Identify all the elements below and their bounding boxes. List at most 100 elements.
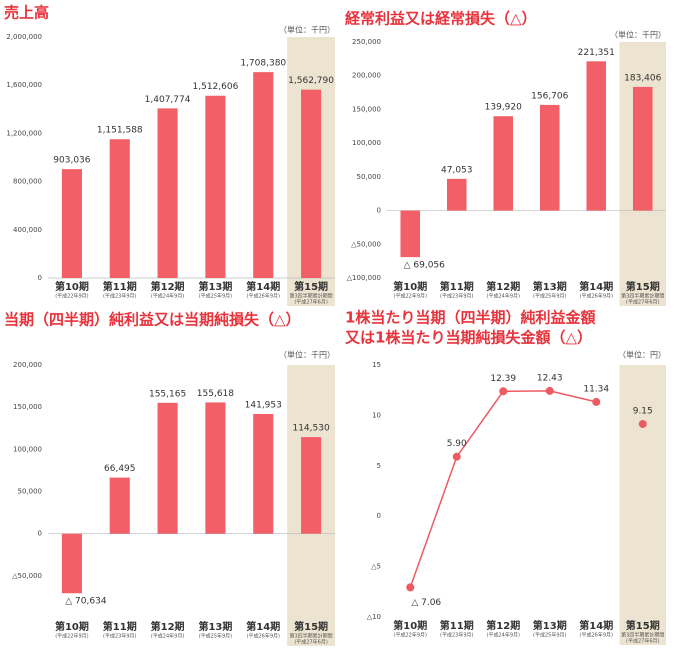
- data-label: 9.15: [633, 406, 653, 416]
- data-label: 141,953: [245, 400, 282, 410]
- x-tick-note: (平成24年9月): [487, 632, 520, 639]
- x-tick-note: (平成26年9月): [580, 293, 613, 300]
- data-label: 1,708,380: [240, 59, 286, 69]
- x-tick-label: 第14期: [246, 280, 280, 293]
- y-tick-label: 150,000: [13, 403, 42, 411]
- bar: [301, 437, 322, 534]
- y-tick-label: 200,000: [13, 361, 42, 369]
- data-label: 155,165: [149, 389, 186, 399]
- y-tick-label: △100,000: [347, 274, 381, 282]
- data-label: 11.34: [583, 384, 609, 394]
- data-label: 156,706: [531, 91, 568, 101]
- data-label: 1,512,606: [193, 82, 239, 92]
- bar: [493, 116, 514, 211]
- bar: [253, 72, 274, 278]
- bar: [157, 402, 178, 534]
- x-tick-label: 第14期: [579, 619, 613, 632]
- unit-label: （単位：千円）: [610, 30, 666, 40]
- data-label: 221,351: [578, 48, 615, 58]
- y-tick-label: 2,000,000: [6, 33, 42, 41]
- x-tick-note: (平成25年9月): [199, 633, 232, 640]
- y-tick-label: 50,000: [18, 488, 43, 496]
- x-tick-note: (平成25年9月): [199, 293, 232, 300]
- x-tick-label: 第10期: [393, 619, 427, 632]
- data-label: 1,151,588: [97, 126, 143, 136]
- data-label: 114,530: [292, 424, 329, 434]
- x-tick-label: 第10期: [55, 280, 89, 293]
- y-tick-label: 100,000: [13, 445, 42, 453]
- x-tick-label: 第15期: [294, 280, 328, 293]
- y-tick-label: 200,000: [352, 72, 381, 80]
- x-tick-label: 第12期: [151, 280, 185, 293]
- x-tick-note: (平成22年9月): [394, 632, 427, 639]
- line: [409, 390, 597, 588]
- x-tick-note: 第3四半期累計期間: [621, 293, 664, 300]
- point: [499, 387, 508, 396]
- y-tick-label: △10: [367, 613, 381, 621]
- data-label: 1,407,774: [145, 95, 191, 105]
- point: [545, 386, 554, 395]
- x-tick-note: (平成26年9月): [580, 632, 613, 639]
- x-tick-note: (平成25年9月): [533, 632, 566, 639]
- bar: [586, 61, 607, 211]
- x-tick-label: 第12期: [486, 280, 520, 293]
- x-tick-note: 第3四半期累計期間: [289, 633, 332, 640]
- x-tick-note: 第3四半期累計期間: [289, 293, 332, 300]
- x-tick-note: (平成27年6月): [294, 639, 327, 646]
- x-tick-label: 第10期: [393, 280, 427, 293]
- x-tick-label: 第11期: [440, 280, 474, 293]
- bar: [109, 477, 130, 534]
- highlight-band: [619, 365, 666, 645]
- chart-title: 経常利益又は経常損失（△）: [345, 10, 537, 28]
- bar: [205, 402, 226, 534]
- x-tick-note: (平成27年6月): [626, 638, 659, 645]
- y-tick-label: 0: [377, 207, 381, 215]
- x-tick-note: (平成27年6月): [626, 299, 659, 306]
- y-tick-label: △5: [371, 563, 381, 571]
- y-tick-label: △50,000: [351, 240, 381, 248]
- point: [406, 583, 415, 592]
- x-tick-label: 第15期: [626, 619, 660, 632]
- bar: [253, 413, 274, 534]
- y-tick-label: 5: [377, 462, 381, 470]
- data-label: 903,036: [53, 156, 90, 166]
- y-tick-label: △50,000: [12, 572, 42, 580]
- x-tick-label: 第15期: [294, 620, 328, 633]
- x-tick-label: 第11期: [440, 619, 474, 632]
- data-label: △ 70,634: [65, 597, 107, 607]
- x-tick-note: (平成22年9月): [394, 293, 427, 300]
- data-label: 139,920: [485, 103, 522, 113]
- x-tick-label: 第10期: [55, 620, 89, 633]
- y-tick-label: 250,000: [352, 38, 381, 46]
- y-tick-label: 50,000: [357, 173, 382, 181]
- data-label: △ 7.06: [411, 598, 441, 608]
- x-tick-label: 第12期: [486, 619, 520, 632]
- y-tick-label: 0: [38, 274, 42, 282]
- x-tick-label: 第11期: [103, 280, 137, 293]
- bar: [446, 178, 467, 211]
- y-tick-label: 1,600,000: [6, 81, 42, 89]
- bar: [205, 95, 226, 278]
- x-tick-label: 第14期: [246, 620, 280, 633]
- y-tick-label: 0: [377, 512, 381, 520]
- data-label: 47,053: [441, 165, 473, 175]
- x-tick-note: 第3四半期累計期間: [621, 632, 664, 639]
- x-tick-label: 第15期: [626, 280, 660, 293]
- x-tick-note: (平成23年9月): [103, 293, 136, 300]
- x-tick-label: 第11期: [103, 620, 137, 633]
- bar: [109, 139, 130, 278]
- y-tick-label: 15: [372, 361, 381, 369]
- x-tick-label: 第13期: [533, 280, 567, 293]
- unit-label: （単位：千円）: [279, 350, 335, 360]
- chart-title: 当期（四半期）純利益又は当期純損失（△）: [4, 311, 301, 329]
- y-tick-label: 400,000: [13, 226, 42, 234]
- y-tick-label: 1,200,000: [6, 129, 42, 137]
- bar: [61, 533, 82, 594]
- x-tick-note: (平成23年9月): [440, 632, 473, 639]
- data-label: 66,495: [104, 464, 136, 474]
- x-tick-note: (平成24年9月): [151, 293, 184, 300]
- x-tick-note: (平成26年9月): [247, 293, 280, 300]
- bar: [61, 169, 82, 278]
- data-label: 12.43: [537, 373, 563, 383]
